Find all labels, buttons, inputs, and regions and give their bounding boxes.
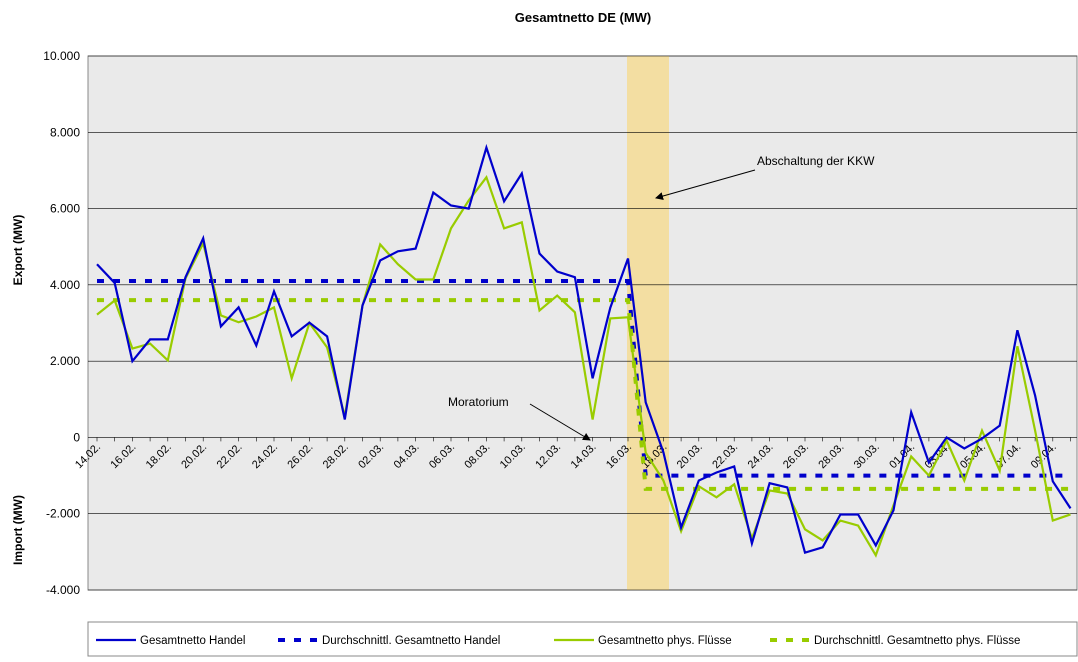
y-tick-label: -4.000 xyxy=(46,583,80,597)
series-line xyxy=(96,174,1071,558)
annotation-arrow xyxy=(655,169,756,200)
y-tick-label: 4.000 xyxy=(50,278,80,292)
y-tick-label: 10.000 xyxy=(43,49,80,63)
annotation: Abschaltung der KKW xyxy=(757,154,875,168)
highlight-band xyxy=(627,56,669,590)
y-tick-label: -2.000 xyxy=(46,507,80,521)
legend-label: Durchschnittl. Gesamtnetto phys. Flüsse xyxy=(814,635,1020,647)
average-line xyxy=(97,298,1071,491)
y-tick-label: 6.000 xyxy=(50,202,80,216)
legend-label: Gesamtnetto phys. Flüsse xyxy=(598,635,732,647)
y-tick-label: 2.000 xyxy=(50,354,80,368)
average-line xyxy=(97,279,1071,478)
y-axis-label: Export (MW) xyxy=(11,215,25,286)
chart-title: Gesamtnetto DE (MW) xyxy=(515,10,652,25)
y-tick-label: 8.000 xyxy=(50,125,80,139)
legend-label: Durchschnittl. Gesamtnetto Handel xyxy=(322,635,500,647)
series-line xyxy=(96,143,1072,554)
annotation: Moratorium xyxy=(448,395,509,409)
legend-label: Gesamtnetto Handel xyxy=(140,635,245,647)
y-tick-label: 0 xyxy=(73,430,80,444)
annotation-arrow xyxy=(529,403,591,441)
y-axis-label: Import (MW) xyxy=(11,495,25,565)
